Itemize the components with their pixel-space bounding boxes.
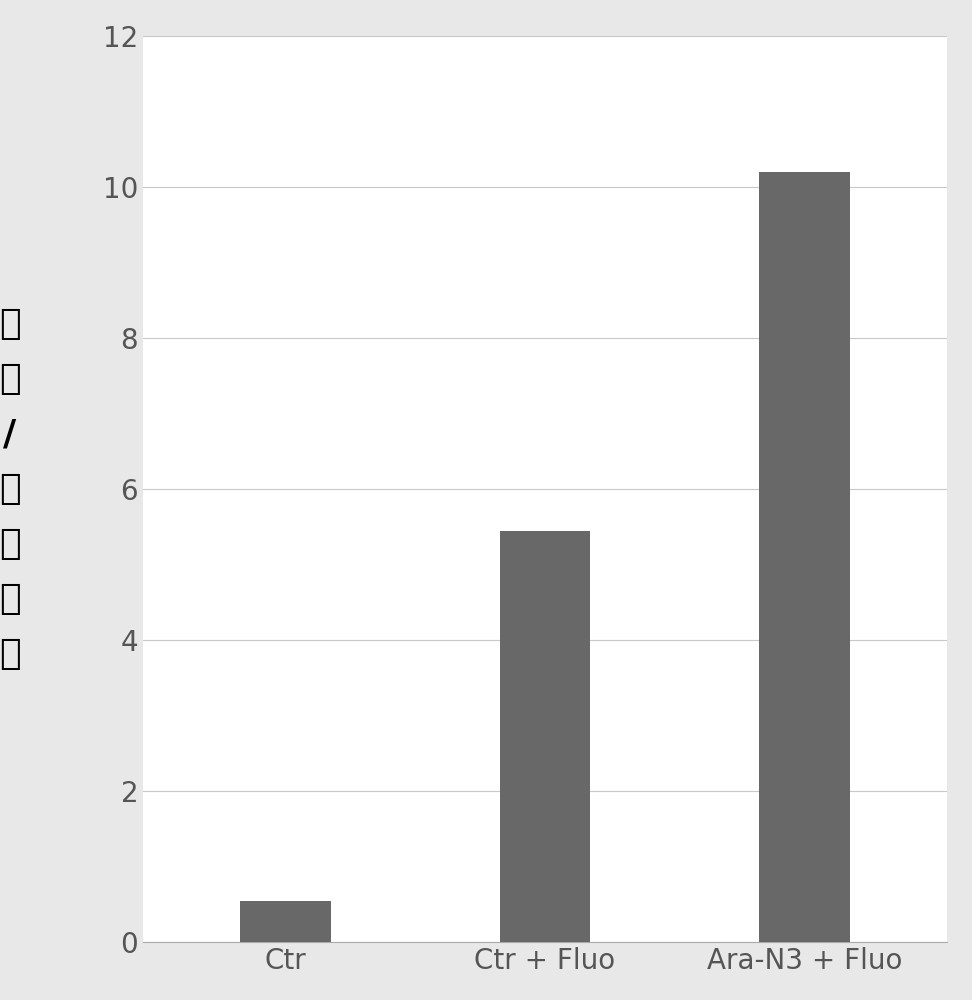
Text: 肿: 肿 <box>0 307 20 341</box>
Bar <box>240 901 331 942</box>
Text: /: / <box>3 417 17 451</box>
Text: 肌: 肌 <box>0 472 20 506</box>
Text: 肉: 肉 <box>0 527 20 561</box>
Bar <box>500 531 590 942</box>
Text: 比: 比 <box>0 582 20 616</box>
Bar <box>759 172 850 942</box>
Text: 瘴: 瘴 <box>0 362 20 396</box>
Text: 率: 率 <box>0 637 20 671</box>
